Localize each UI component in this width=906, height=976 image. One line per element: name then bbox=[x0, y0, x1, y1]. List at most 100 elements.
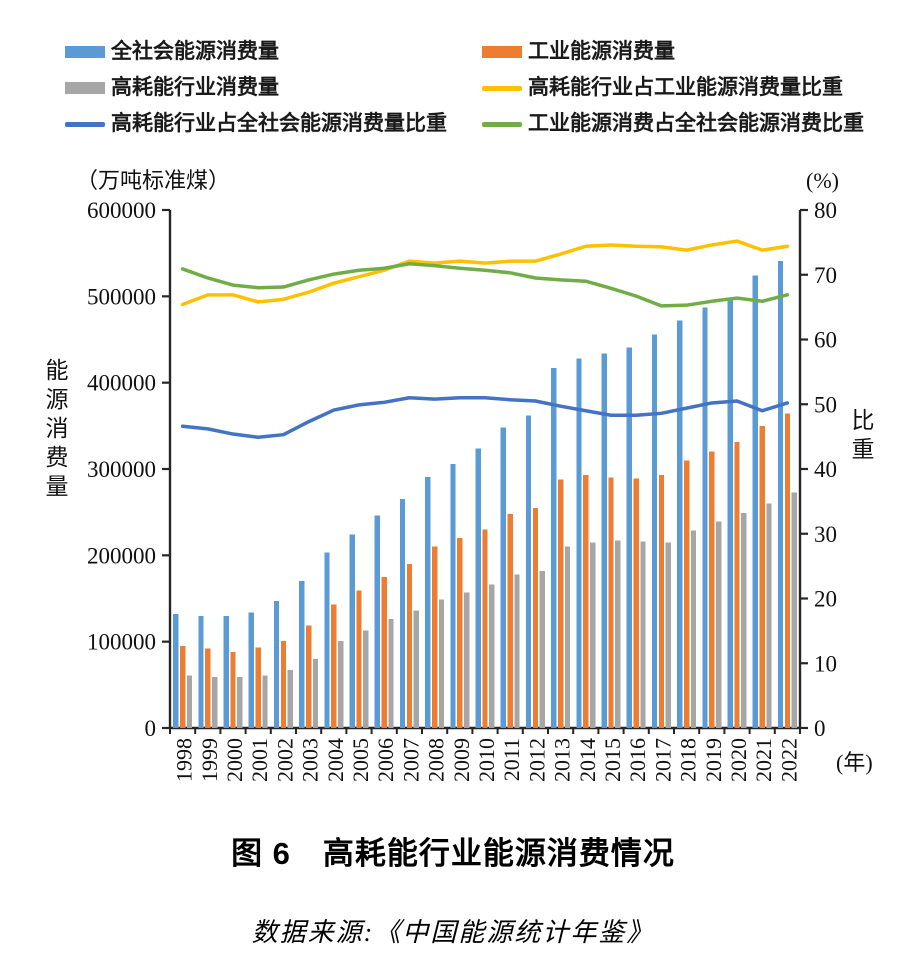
left-axis-title-char: 源 bbox=[46, 387, 69, 412]
x-axis-tick-label: 2020 bbox=[726, 738, 751, 782]
chart-legend: 全社会能源消费量 工业能源消费量 高耗能行业消费量 高耗能行业占工业能源消费量比… bbox=[0, 34, 906, 144]
left-axis-tick-label: 500000 bbox=[87, 284, 156, 309]
x-axis-unit: (年) bbox=[836, 750, 873, 775]
bar-high-energy-industry-consumption-2001 bbox=[262, 675, 268, 728]
bar-total-energy-consumption-2009 bbox=[450, 463, 456, 728]
line-series-high-energy-share-of-industrial bbox=[180, 239, 790, 307]
bar-industrial-energy-consumption-2006 bbox=[381, 576, 387, 728]
x-axis-tick-label: 1999 bbox=[197, 738, 222, 782]
bar-industrial-energy-consumption-2008 bbox=[431, 546, 438, 728]
bar-total-energy-consumption-2018 bbox=[677, 320, 683, 728]
bar-high-energy-industry-consumption-2006 bbox=[388, 619, 394, 728]
right-axis-tick-label: 70 bbox=[814, 263, 837, 288]
legend-item-high-share-of-total: 高耗能行业占全社会能源消费量比重 bbox=[65, 112, 447, 136]
legend-label: 高耗能行业占工业能源消费量比重 bbox=[528, 76, 843, 99]
left-axis-tick-label: 300000 bbox=[87, 457, 156, 482]
bar-high-energy-industry-consumption-2013 bbox=[564, 546, 571, 728]
bar-industrial-energy-consumption-2017 bbox=[658, 475, 665, 728]
bar-high-energy-industry-consumption-2020 bbox=[741, 513, 747, 728]
x-axis-tick-label: 2015 bbox=[600, 738, 625, 782]
bar-series-high-energy-industry-consumption bbox=[186, 492, 797, 728]
left-axis-unit: （万吨标准煤） bbox=[76, 168, 230, 193]
right-axis-tick-label: 0 bbox=[814, 716, 826, 741]
left-axis-tick-label: 0 bbox=[145, 716, 157, 741]
line-series-high-energy-share-of-total bbox=[180, 396, 790, 440]
x-axis-tick-label: 2012 bbox=[524, 738, 549, 782]
bar-industrial-energy-consumption-2012 bbox=[532, 507, 539, 728]
x-axis-tick-label: 2002 bbox=[272, 738, 297, 782]
right-axis-tick-label: 30 bbox=[814, 522, 837, 547]
legend-item-total-energy: 全社会能源消费量 bbox=[65, 40, 279, 64]
x-axis-tick-label: 2017 bbox=[650, 738, 675, 782]
x-axis-tick-label: 2010 bbox=[474, 738, 499, 782]
bar-high-energy-industry-consumption-2012 bbox=[539, 570, 545, 728]
bar-industrial-energy-consumption-2007 bbox=[406, 563, 413, 728]
x-axis-tick-label: 2001 bbox=[247, 738, 272, 782]
bar-total-energy-consumption-2020 bbox=[727, 298, 733, 728]
x-axis-tick-label: 2014 bbox=[575, 738, 600, 782]
bar-total-energy-consumption-1999 bbox=[198, 615, 204, 728]
bar-total-energy-consumption-2000 bbox=[223, 615, 229, 728]
x-axis-tick-label: 2022 bbox=[776, 738, 801, 782]
x-axis-tick-label: 2008 bbox=[424, 738, 449, 782]
legend-swatch-high-share-of-industrial bbox=[482, 85, 522, 91]
right-axis-unit: (%) bbox=[806, 168, 839, 193]
bar-industrial-energy-consumption-2018 bbox=[683, 460, 690, 728]
bar-total-energy-consumption-2013 bbox=[551, 367, 557, 728]
x-axis-tick-label: 2013 bbox=[550, 738, 575, 782]
right-axis-title-char: 重 bbox=[852, 437, 875, 462]
bar-industrial-energy-consumption-1998 bbox=[179, 645, 186, 728]
bar-total-energy-consumption-2016 bbox=[626, 347, 632, 728]
legend-label: 高耗能行业消费量 bbox=[111, 76, 279, 99]
legend-item-industrial-share-of-total: 工业能源消费占全社会能源消费比重 bbox=[482, 112, 864, 136]
bar-total-energy-consumption-2004 bbox=[324, 552, 330, 728]
legend-swatch-industrial-share-of-total bbox=[482, 121, 522, 127]
x-axis-tick-label: 2000 bbox=[222, 738, 247, 782]
right-axis-title-char: 比 bbox=[852, 408, 875, 433]
bar-high-energy-industry-consumption-1999 bbox=[212, 677, 218, 728]
bar-industrial-energy-consumption-2022 bbox=[784, 413, 791, 728]
bar-industrial-energy-consumption-2005 bbox=[356, 590, 362, 728]
x-axis-tick-label: 2021 bbox=[751, 738, 776, 782]
legend-swatch-high-energy-industry bbox=[65, 82, 105, 94]
right-axis-tick-label: 50 bbox=[814, 392, 837, 417]
right-axis-tick-label: 80 bbox=[814, 198, 837, 223]
bar-high-energy-industry-consumption-2002 bbox=[287, 670, 293, 728]
bar-total-energy-consumption-1998 bbox=[173, 614, 179, 728]
figure-title: 图 6 高耗能行业能源消费情况 bbox=[231, 836, 675, 871]
bar-total-energy-consumption-2005 bbox=[349, 534, 355, 728]
bar-industrial-energy-consumption-1999 bbox=[205, 648, 211, 728]
legend-label: 工业能源消费占全社会能源消费比重 bbox=[528, 112, 864, 135]
bar-high-energy-industry-consumption-1998 bbox=[186, 675, 193, 728]
bar-industrial-energy-consumption-2020 bbox=[734, 442, 740, 728]
x-axis-tick-label: 2003 bbox=[298, 738, 323, 782]
bar-high-energy-industry-consumption-2014 bbox=[590, 542, 596, 728]
bar-total-energy-consumption-2011 bbox=[500, 427, 506, 728]
bar-high-energy-industry-consumption-2005 bbox=[363, 630, 369, 728]
bar-industrial-energy-consumption-2004 bbox=[331, 604, 337, 728]
bar-high-energy-industry-consumption-2018 bbox=[690, 530, 697, 728]
bar-high-energy-industry-consumption-2003 bbox=[312, 658, 319, 728]
bar-total-energy-consumption-2015 bbox=[601, 353, 607, 728]
x-axis-tick-label: 2005 bbox=[348, 738, 373, 782]
bar-total-energy-consumption-2021 bbox=[752, 275, 758, 728]
x-axis-tick-label: 2016 bbox=[625, 738, 650, 782]
bar-industrial-energy-consumption-2001 bbox=[255, 647, 261, 728]
bar-total-energy-consumption-2006 bbox=[374, 515, 380, 728]
bar-total-energy-consumption-2003 bbox=[299, 581, 305, 728]
legend-swatch-high-share-of-total bbox=[65, 121, 105, 127]
bar-high-energy-industry-consumption-2009 bbox=[464, 592, 470, 728]
legend-swatch-industrial-energy bbox=[482, 46, 522, 58]
bar-high-energy-industry-consumption-2021 bbox=[766, 503, 772, 728]
bar-high-energy-industry-consumption-2011 bbox=[514, 574, 520, 728]
right-axis-tick-label: 40 bbox=[814, 457, 837, 482]
x-axis-tick-label: 2007 bbox=[398, 738, 423, 782]
x-axis-tick-label: 2004 bbox=[323, 738, 348, 782]
left-axis-title-char: 量 bbox=[46, 474, 69, 499]
bar-high-energy-industry-consumption-2017 bbox=[665, 542, 671, 728]
left-axis-title-char: 费 bbox=[46, 445, 69, 470]
legend-label: 工业能源消费量 bbox=[528, 40, 675, 63]
bar-industrial-energy-consumption-2009 bbox=[457, 538, 463, 728]
x-axis-tick-label: 2018 bbox=[676, 738, 701, 782]
